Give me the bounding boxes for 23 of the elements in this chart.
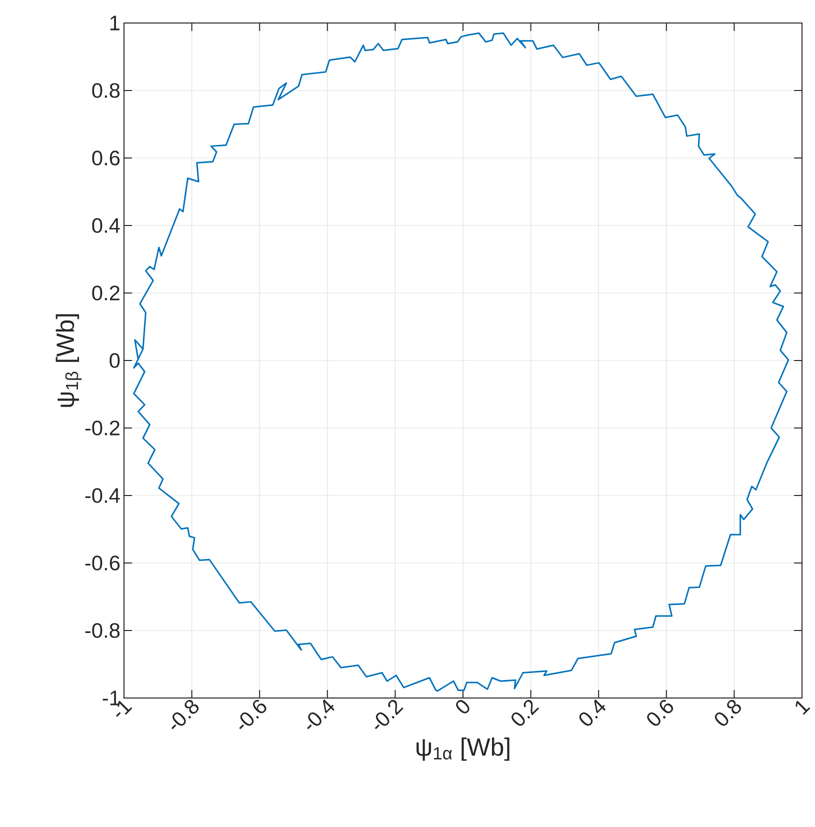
- x-tick-label: -0.2: [374, 700, 404, 730]
- y-tick-label: -0.4: [85, 488, 120, 503]
- x-tick-label: -0.8: [171, 700, 199, 730]
- y-tick-label: -0.6: [85, 556, 120, 570]
- y-tick-label: -0.2: [85, 420, 120, 436]
- x-tick-label: -0.6: [239, 700, 266, 730]
- y-tick-label: 1: [110, 16, 120, 30]
- x-tick-label: 0.6: [647, 700, 674, 726]
- y-tick-label: 0.2: [92, 286, 120, 300]
- y-tick-label: 0.8: [92, 83, 120, 98]
- y-tick-label: 0.4: [92, 218, 120, 233]
- x-tick-label: 0.2: [512, 700, 540, 726]
- y-tick-label: -0.8: [85, 623, 120, 638]
- y-tick-label: 0: [110, 353, 120, 368]
- y-tick-label: 0.6: [92, 150, 120, 166]
- x-tick-label: 0.8: [714, 700, 741, 726]
- x-tick-label: 1: [796, 700, 810, 715]
- x-axis-title: ψ$_{1α}$ [Wb]: [416, 738, 510, 761]
- x-tick-label: -0.4: [307, 699, 334, 730]
- y-axis-title: ψ$_{1β}$ [Wb]: [56, 314, 82, 407]
- x-tick-label: 0: [456, 700, 470, 714]
- x-tick-label: 0.4: [579, 699, 606, 726]
- line-series: [133, 32, 790, 692]
